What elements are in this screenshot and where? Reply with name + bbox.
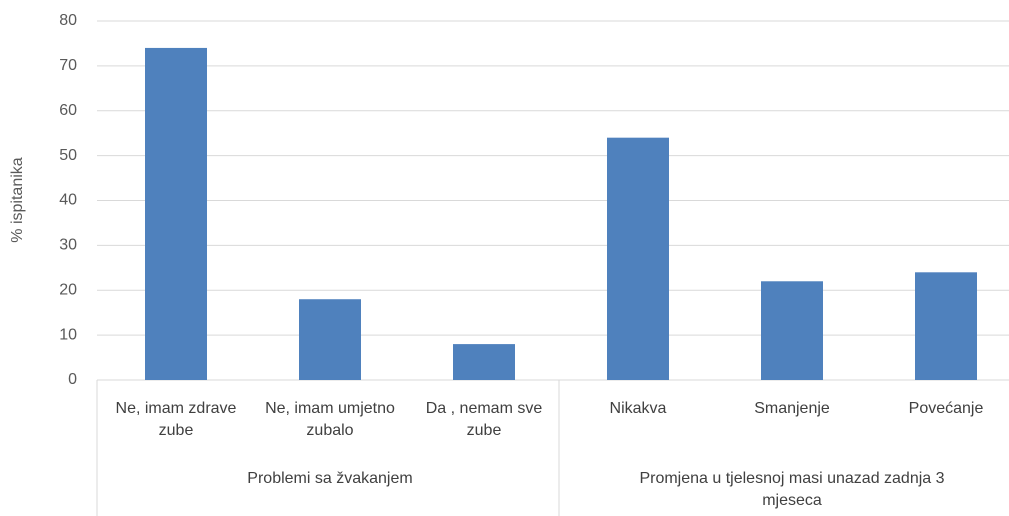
bar <box>453 344 515 380</box>
y-tick-label: 50 <box>59 147 77 164</box>
bar <box>915 272 977 380</box>
y-tick-label: 0 <box>68 371 77 388</box>
x-tick-label: Nikakva <box>609 400 667 417</box>
x-tick-label: Ne, imam umjetno zubalo <box>265 400 395 439</box>
y-tick-label: 40 <box>59 192 77 209</box>
x-tick-label: Ne, imam zdrave zube <box>115 400 237 439</box>
y-tick-label: 10 <box>59 326 77 343</box>
y-axis-label: % ispitanika <box>9 157 26 242</box>
y-tick-label: 70 <box>59 57 77 74</box>
bar <box>299 299 361 380</box>
bar <box>761 281 823 380</box>
y-tick-label: 20 <box>59 281 77 298</box>
x-tick-label: Da , nemam sve zube <box>425 400 543 439</box>
group-label: Problemi sa žvakanjem <box>247 470 413 487</box>
group-label: Promjena u tjelesnoj masi unazad zadnja … <box>639 470 945 509</box>
bar <box>607 137 669 380</box>
bar <box>145 47 207 381</box>
x-tick-label: Povećanje <box>908 400 984 417</box>
y-tick-label: 30 <box>59 237 77 254</box>
y-tick-label: 60 <box>59 102 77 119</box>
x-tick-label: Smanjenje <box>754 400 830 417</box>
y-tick-label: 80 <box>59 12 77 29</box>
